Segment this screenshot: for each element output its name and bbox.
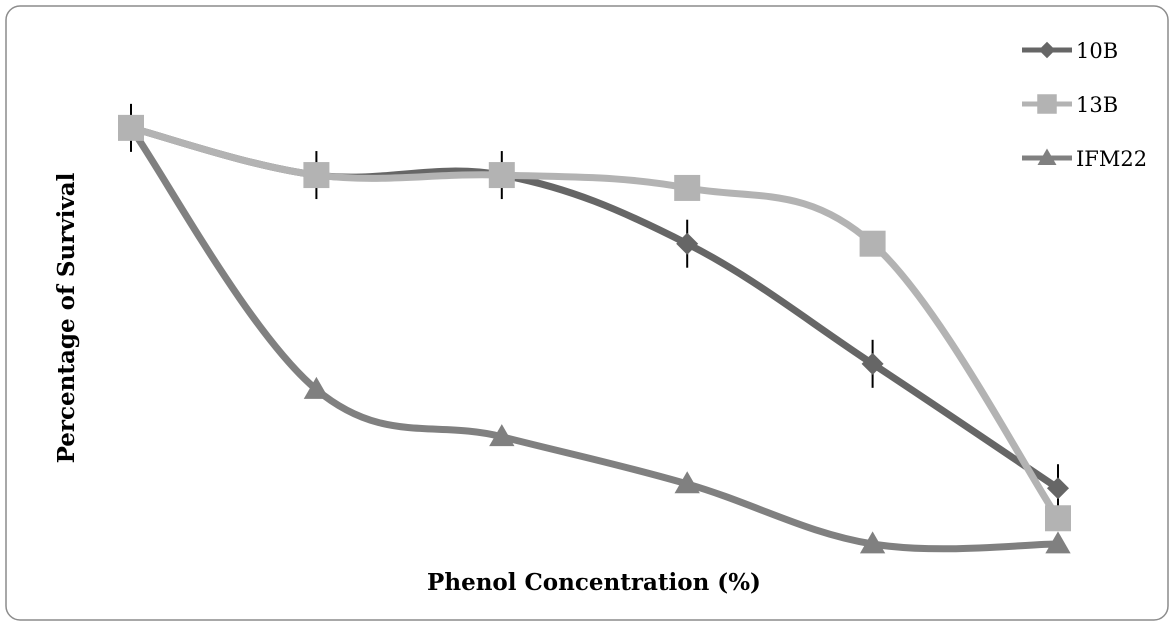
data-point-13b (674, 174, 701, 201)
data-point-13b (1045, 505, 1071, 532)
data-point-10b (1047, 477, 1069, 500)
legend-item-ifm22: IFM22 (1022, 147, 1147, 171)
data-point-ifm22 (489, 424, 515, 447)
x-axis-label: Phenol Concentration (%) (427, 569, 761, 596)
data-point-13b (859, 230, 886, 257)
legend-marker (1038, 41, 1056, 59)
series-layer (118, 103, 1071, 554)
legend-label: IFM22 (1076, 147, 1147, 171)
data-point-ifm22 (674, 471, 700, 494)
legend-marker (1037, 94, 1057, 114)
legend-label: 13B (1076, 93, 1118, 117)
data-point-ifm22 (1045, 531, 1071, 554)
legend-label: 10B (1076, 39, 1118, 63)
data-point-10b (676, 232, 699, 255)
chart-frame (5, 5, 1169, 621)
legend: 10B 13B IFM22 (1022, 39, 1147, 171)
legend-marker (1037, 148, 1057, 166)
data-point-13b (488, 162, 515, 189)
data-point-ifm22 (303, 376, 330, 399)
y-axis-label: Percentage of Survival (53, 172, 80, 463)
legend-item-10b: 10B (1022, 39, 1118, 63)
data-point-13b (118, 114, 144, 141)
legend-item-13b: 13B (1022, 93, 1118, 117)
data-point-ifm22 (859, 531, 886, 554)
data-point-10b (861, 352, 884, 375)
data-point-13b (303, 162, 330, 189)
markers-13b (118, 114, 1071, 532)
